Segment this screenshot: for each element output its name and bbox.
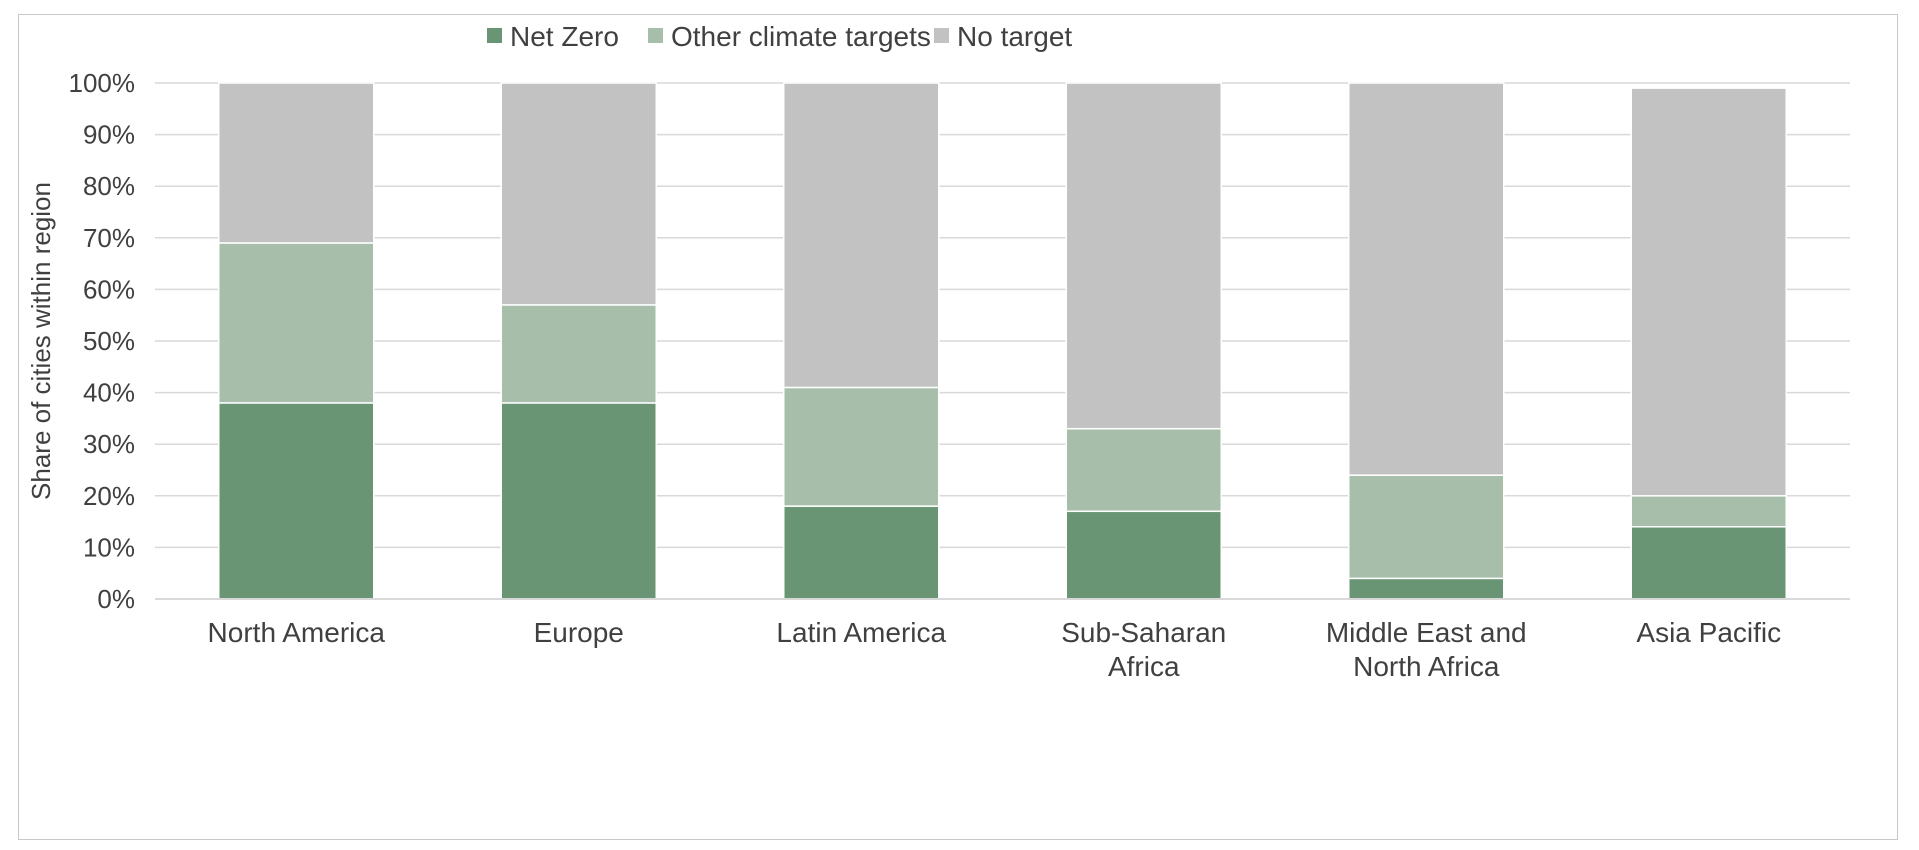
y-axis-title: Share of cities within region	[26, 182, 56, 500]
legend-label: Other climate targets	[671, 21, 931, 52]
y-tick-label: 10%	[83, 532, 135, 562]
legend-swatch	[648, 28, 663, 43]
bar-segment	[1630, 526, 1787, 600]
x-category-label: North Africa	[1353, 651, 1500, 682]
y-tick-label: 70%	[83, 223, 135, 253]
bar-segment	[1348, 474, 1505, 580]
bar-segment	[783, 82, 940, 389]
bar-segment	[218, 242, 375, 404]
y-tick-label: 30%	[83, 429, 135, 459]
bar-segment	[1348, 577, 1505, 600]
y-tick-label: 0%	[97, 584, 135, 614]
x-category-label: Latin America	[776, 617, 946, 648]
bar-segment	[500, 82, 657, 306]
y-tick-label: 40%	[83, 378, 135, 408]
y-tick-label: 80%	[83, 171, 135, 201]
bar-segment	[1630, 495, 1787, 528]
x-category-label: North America	[208, 617, 386, 648]
legend-label: No target	[957, 21, 1072, 52]
bar-segment	[500, 402, 657, 600]
bar-segment	[1065, 427, 1222, 513]
bar-segment	[218, 402, 375, 600]
y-tick-label: 20%	[83, 481, 135, 511]
bar-segment	[783, 505, 940, 600]
bar-segment	[783, 386, 940, 507]
x-category-label: Africa	[1108, 651, 1180, 682]
x-category-label: Asia Pacific	[1636, 617, 1781, 648]
bar-segment	[1065, 510, 1222, 600]
x-category-label: Europe	[534, 617, 624, 648]
y-tick-label: 60%	[83, 274, 135, 304]
y-tick-label: 50%	[83, 326, 135, 356]
legend-label: Net Zero	[510, 21, 619, 52]
legend-swatch	[487, 28, 502, 43]
x-category-label: Middle East and	[1326, 617, 1527, 648]
bar-segment	[500, 304, 657, 404]
legend-swatch	[934, 28, 949, 43]
x-category-label: Sub-Saharan	[1061, 617, 1226, 648]
bar-segment	[1630, 87, 1787, 497]
bar-segment	[218, 82, 375, 244]
bar-segment	[1065, 82, 1222, 430]
y-tick-label: 90%	[83, 120, 135, 150]
y-tick-label: 100%	[69, 68, 136, 98]
bar-segment	[1348, 82, 1505, 476]
